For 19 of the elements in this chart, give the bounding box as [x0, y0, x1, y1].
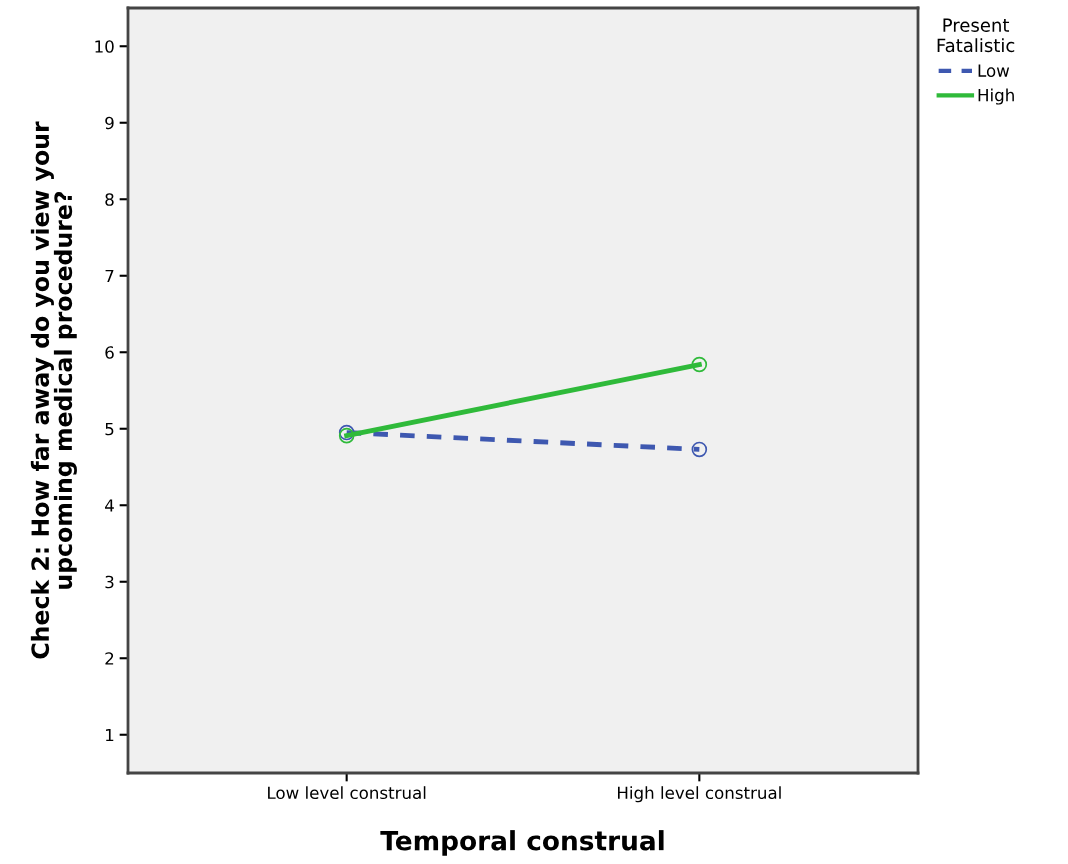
x-tick-label: Low level construal: [268, 786, 426, 800]
y-tick-label: 8: [105, 193, 114, 206]
point: [691, 356, 708, 373]
y-tick-label: 7: [105, 269, 114, 283]
y-tick-label: 4: [105, 499, 114, 512]
y-tick-label: 10: [95, 40, 114, 53]
y-tick-label: 3: [105, 575, 114, 589]
x-axis-title: Temporal construal: [380, 830, 664, 856]
y-tick-label: 5: [105, 422, 114, 436]
point: [691, 441, 708, 458]
y-tick-label: 6: [105, 346, 114, 359]
y-tick-label: 9: [105, 116, 114, 130]
y-axis-title: Check 2: How far away do you view your upcoming medical procedure?: [30, 121, 77, 659]
legend-title: Present Fatalistic: [937, 18, 1015, 53]
legend-label: High: [978, 88, 1014, 105]
y-tick-label: 2: [105, 652, 114, 665]
y-tick-label: 1: [106, 728, 114, 742]
legend-label: Low: [978, 64, 1010, 77]
x-tick-label: High level construal: [618, 786, 781, 803]
